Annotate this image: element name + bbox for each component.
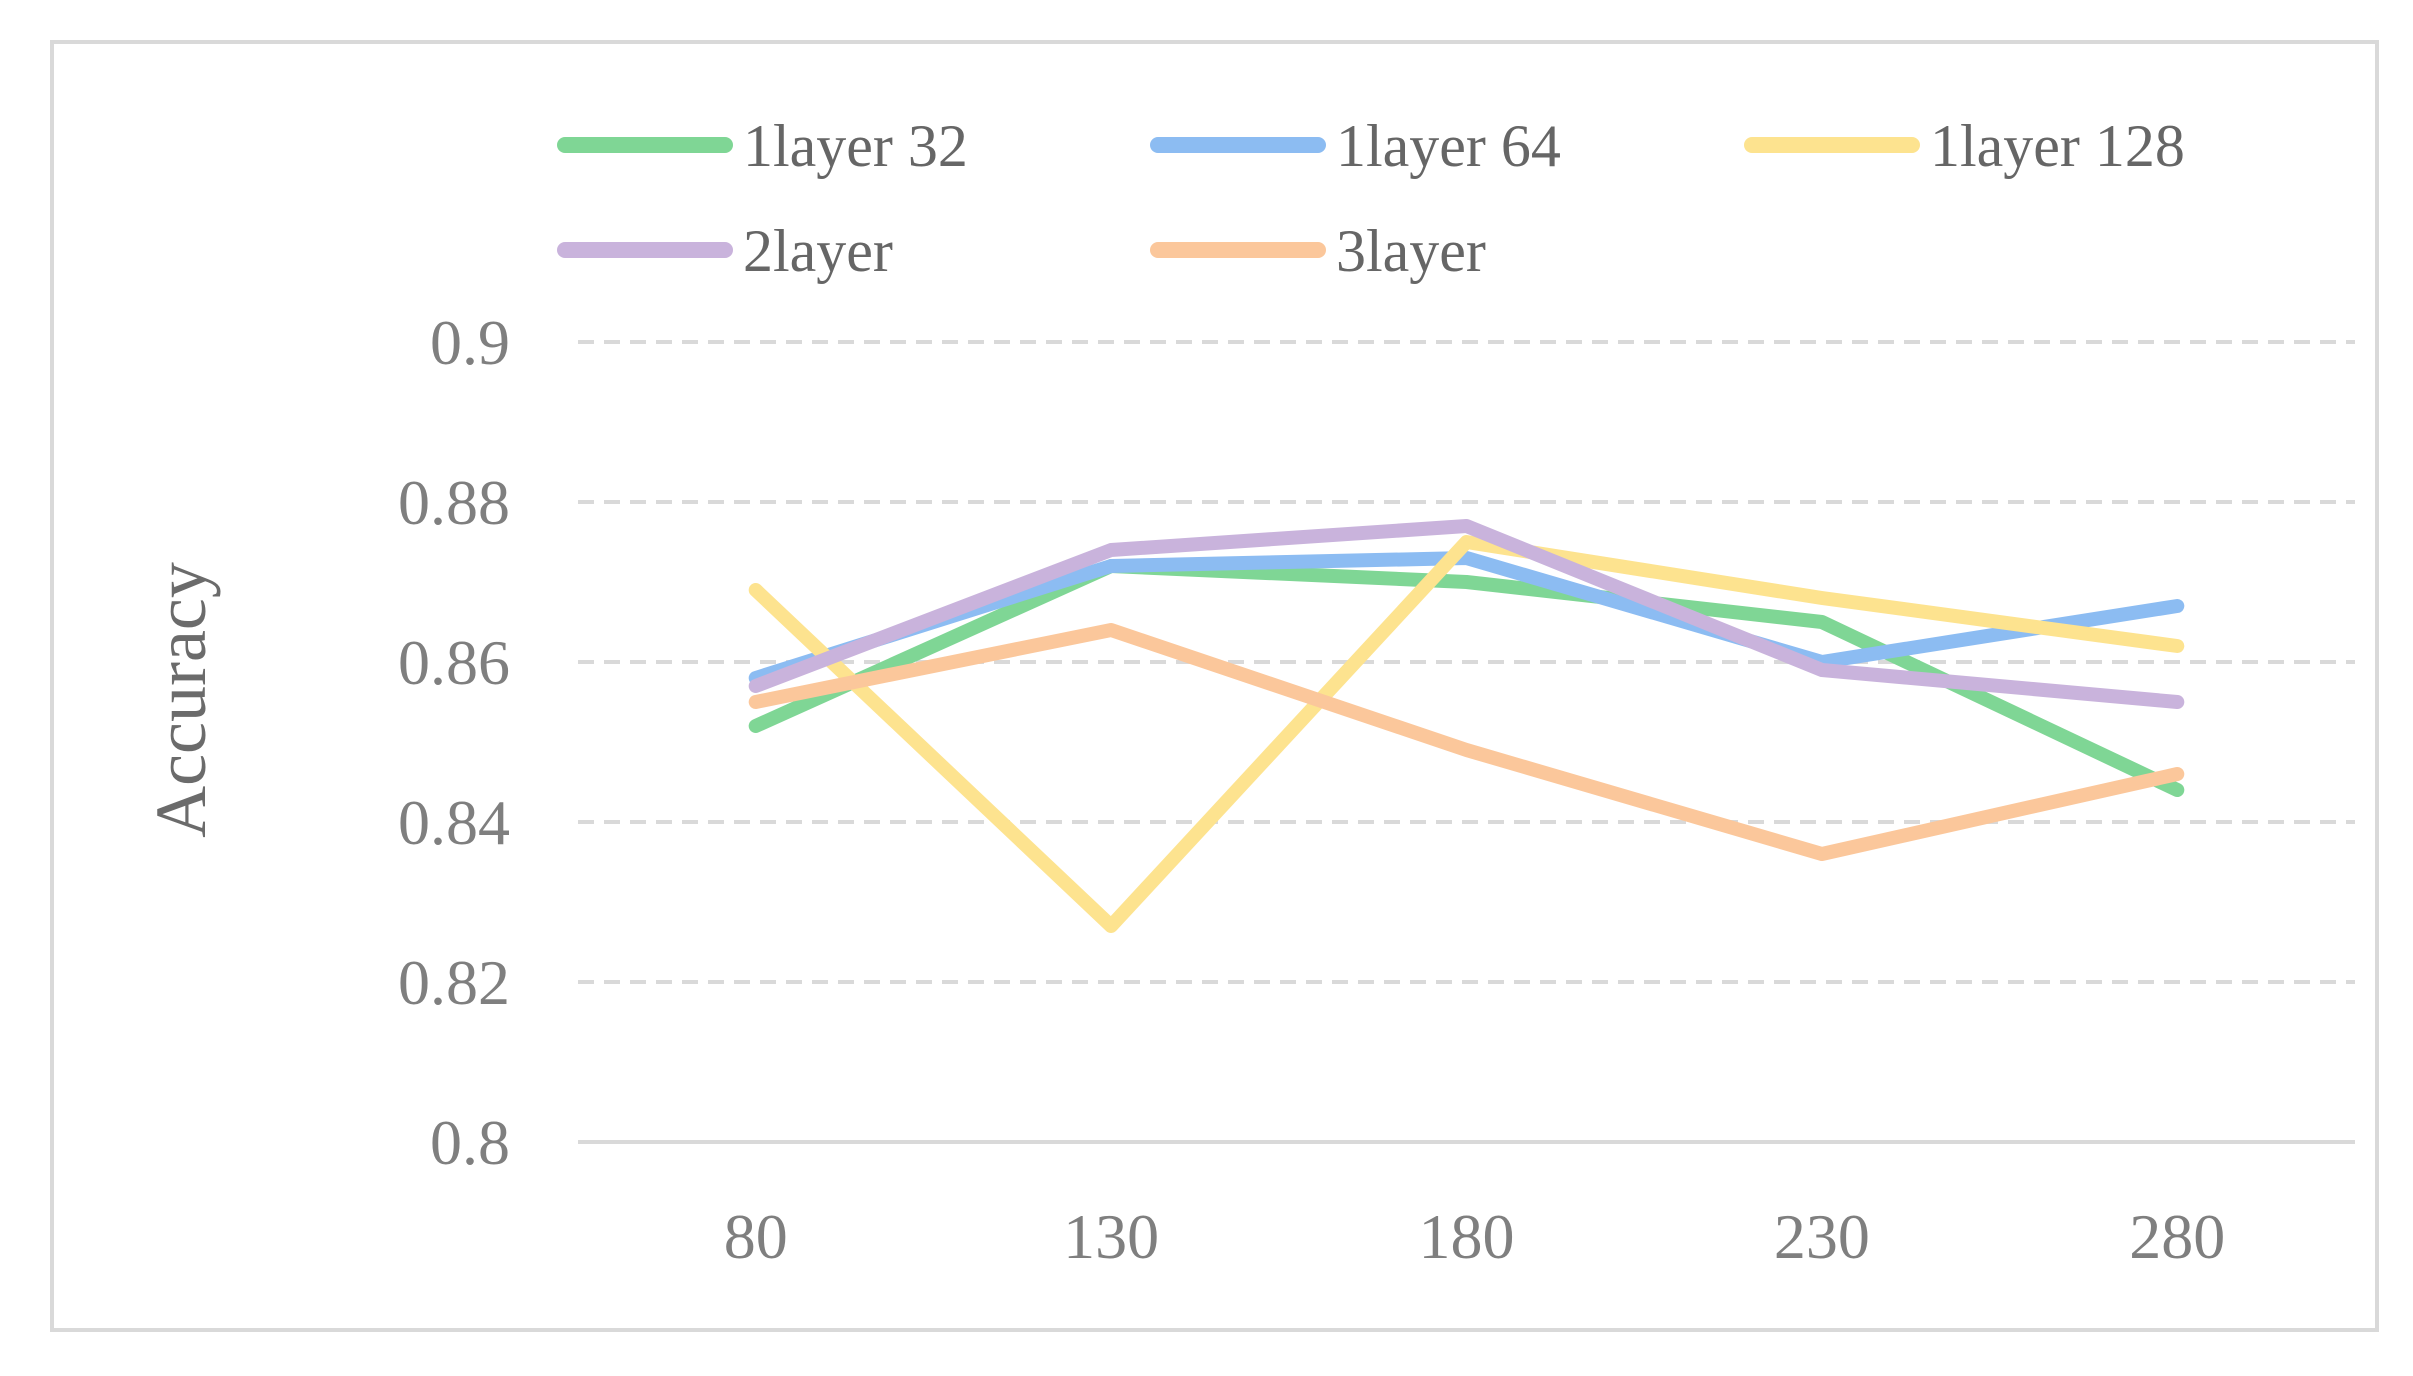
legend-label: 2layer — [743, 218, 893, 284]
y-axis-title: Accuracy — [141, 562, 221, 838]
legend-label: 1layer 128 — [1930, 113, 2185, 179]
y-tick-label: 0.84 — [398, 787, 510, 858]
x-tick-label: 280 — [2129, 1201, 2225, 1272]
y-tick-label: 0.88 — [398, 467, 510, 538]
series-lines — [748, 519, 2185, 933]
legend-label: 1layer 64 — [1336, 113, 1561, 179]
y-tick-label: 0.86 — [398, 627, 510, 698]
gridlines — [578, 340, 2355, 984]
series-line-1layer-64 — [748, 551, 2185, 685]
axes: 0.8 0.82 0.84 0.86 0.88 0.9 80 130 180 230 280 — [398, 307, 2355, 1272]
y-tick-label: 0.82 — [398, 947, 510, 1018]
y-tick-label: 0.9 — [430, 307, 510, 378]
legend-label: 1layer 32 — [743, 113, 968, 179]
x-tick-label: 130 — [1063, 1201, 1159, 1272]
series-line-1layer-128 — [748, 535, 2185, 933]
x-tick-label: 80 — [724, 1201, 788, 1272]
series-line-3layer — [748, 623, 2185, 861]
y-tick-label: 0.8 — [430, 1107, 510, 1178]
series-line-2layer — [748, 519, 2185, 709]
legend: 1layer 32 1layer 64 1layer 128 2layer 3layer — [557, 113, 2185, 284]
legend-label: 3layer — [1336, 218, 1486, 284]
x-tick-label: 180 — [1419, 1201, 1515, 1272]
x-tick-label: 230 — [1774, 1201, 1870, 1272]
